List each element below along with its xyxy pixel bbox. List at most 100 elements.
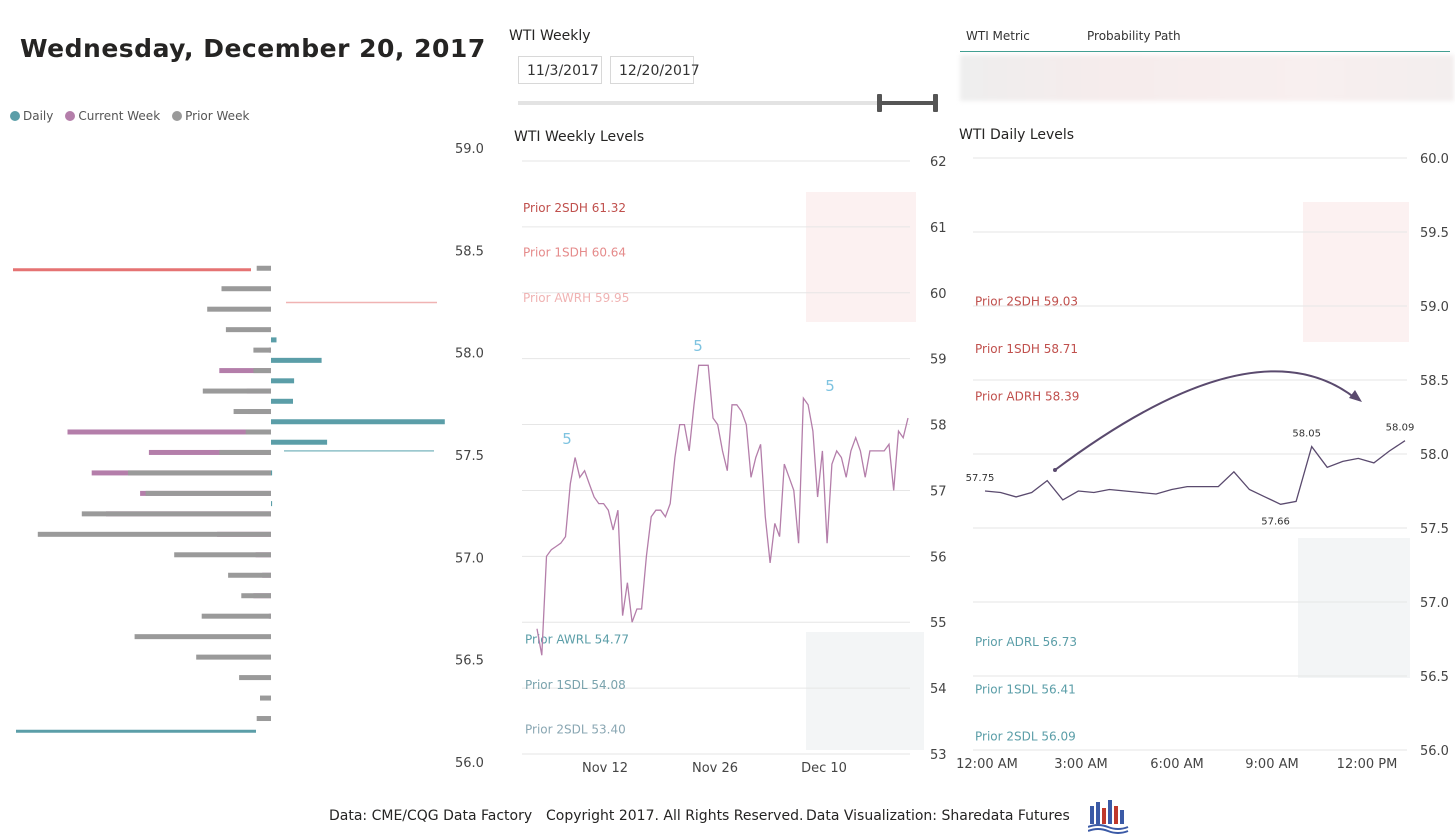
weekly-chart-title: WTI Weekly Levels xyxy=(514,129,645,145)
point-label: 58.05 xyxy=(1292,429,1321,440)
x-tick-label: 6:00 AM xyxy=(1150,757,1203,772)
bar-prior-week xyxy=(221,286,271,292)
y-tick-label: 59.0 xyxy=(1420,300,1449,315)
arrow-start xyxy=(1053,468,1057,472)
bar-current-week xyxy=(219,368,271,374)
y-tick-label: 59.0 xyxy=(455,142,484,157)
legend-label: Daily xyxy=(23,109,54,123)
bar-daily xyxy=(271,378,295,384)
level-label: Prior 1SDL 54.08 xyxy=(525,678,626,692)
bar-prior-week xyxy=(174,552,271,558)
slider-start-handle[interactable] xyxy=(877,94,882,112)
y-tick-label: 59.5 xyxy=(1420,226,1449,241)
bar-prior-week xyxy=(219,449,271,455)
x-tick-label: Nov 12 xyxy=(582,761,628,776)
y-tick-label: 53 xyxy=(930,748,947,763)
level-label: Prior 2SDL 53.40 xyxy=(525,723,626,737)
end-date-input[interactable]: 12/20/2017 xyxy=(610,56,700,84)
x-tick-label: Nov 26 xyxy=(692,761,738,776)
level-label: Prior 2SDL 56.09 xyxy=(975,730,1076,744)
slider-end-handle[interactable] xyxy=(933,94,938,112)
date-range-slider-fill xyxy=(879,101,937,105)
tab-probability-path[interactable]: Probability Path xyxy=(1087,29,1181,43)
legend: Daily Current Week Prior Week xyxy=(10,109,249,123)
probability-path-arrow xyxy=(1054,370,1356,471)
page-title: Wednesday, December 20, 2017 xyxy=(20,34,486,63)
bar-prior-week xyxy=(260,695,271,701)
y-tick-label: 56.0 xyxy=(455,756,484,771)
bar-daily xyxy=(271,470,273,476)
legend-item-current-week[interactable]: Current Week xyxy=(65,109,160,123)
y-tick-label: 54 xyxy=(930,682,947,697)
level-label: Prior ADRL 56.73 xyxy=(975,635,1077,649)
legend-label: Prior Week xyxy=(185,109,250,123)
upper-shade xyxy=(806,192,916,322)
bar-prior-week xyxy=(202,388,271,394)
y-tick-label: 55 xyxy=(930,616,947,631)
tab-wti-metric[interactable]: WTI Metric xyxy=(966,29,1030,43)
y-tick-label: 56.5 xyxy=(1420,670,1449,685)
level-label: Prior 1SDL 56.41 xyxy=(975,682,1076,696)
bar-prior-week xyxy=(37,531,271,537)
y-tick-label: 57.0 xyxy=(1420,596,1449,611)
bar-prior-week xyxy=(207,306,271,312)
y-tick-label: 57.5 xyxy=(1420,522,1449,537)
point-label: 57.75 xyxy=(966,473,995,484)
wave-annotation: 5 xyxy=(693,337,703,355)
daily-chart-title: WTI Daily Levels xyxy=(959,127,1075,143)
y-tick-label: 62 xyxy=(930,155,947,170)
level-label: Prior 1SDH 58.71 xyxy=(975,342,1078,356)
legend-dot xyxy=(172,111,183,121)
y-tick-label: 60 xyxy=(930,287,947,302)
y-tick-label: 58.5 xyxy=(1420,374,1449,389)
sharedata-logo-icon xyxy=(1088,800,1129,834)
point-label: 57.66 xyxy=(1261,516,1290,527)
y-tick-label: 56 xyxy=(930,550,947,565)
bar-daily xyxy=(271,398,293,404)
bar-prior-week xyxy=(81,511,271,517)
y-tick-label: 58 xyxy=(930,419,947,434)
daily-levels-chart: 56.0 56.5 57.0 57.5 58.0 58.5 59.0 59.5 60.0 Prio… xyxy=(956,152,1449,772)
bar-prior-week xyxy=(241,593,271,599)
level-label: Prior AWRH 59.95 xyxy=(523,291,629,305)
legend-item-daily[interactable]: Daily xyxy=(10,109,53,123)
bar-current-week xyxy=(148,449,271,455)
y-tick-label: 60.0 xyxy=(1420,152,1449,167)
legend-item-prior-week[interactable]: Prior Week xyxy=(172,109,249,123)
price-line xyxy=(984,440,1406,505)
wave-annotation: 5 xyxy=(562,430,572,448)
start-date-input[interactable]: 11/3/2017 xyxy=(518,56,602,84)
bar-prior-week xyxy=(145,490,271,496)
date-range-slider-track[interactable] xyxy=(518,101,936,105)
x-tick-label: 12:00 AM xyxy=(956,757,1018,772)
bar-prior-week xyxy=(239,675,271,681)
y-tick-label: 57 xyxy=(930,484,947,499)
y-tick-label: 57.5 xyxy=(455,449,484,464)
y-tick-label: 58.0 xyxy=(455,347,484,362)
y-tick-label: 58.0 xyxy=(1420,448,1449,463)
y-tick-label: 58.5 xyxy=(455,244,484,259)
bar-daily xyxy=(271,439,328,445)
volume-profile-chart: 59.0 58.5 58.0 57.5 57.0 56.5 56.0 xyxy=(13,142,484,771)
y-tick-label: 56.5 xyxy=(455,654,484,669)
bar-daily xyxy=(271,337,277,343)
metric-strip xyxy=(960,55,1454,101)
bar-prior-week xyxy=(245,429,271,435)
wave-annotation: 5 xyxy=(825,377,835,395)
price-line xyxy=(536,364,909,656)
weekly-heading: WTI Weekly xyxy=(509,28,591,44)
bar-prior-week xyxy=(253,347,271,353)
y-tick-label: 61 xyxy=(930,221,947,236)
footer-source: Data: CME/CQG Data Factory xyxy=(329,808,533,824)
level-label: Prior 1SDH 60.64 xyxy=(523,246,626,260)
arrowhead xyxy=(1349,390,1362,402)
bar-prior-week xyxy=(196,654,271,660)
legend-label: Current Week xyxy=(78,109,161,123)
x-tick-label: Dec 10 xyxy=(801,761,847,776)
bar-prior-week xyxy=(201,613,271,619)
x-tick-label: 12:00 PM xyxy=(1337,757,1398,772)
point-label: 58.09 xyxy=(1386,423,1415,434)
legend-dot xyxy=(10,111,20,121)
footer-copyright: Copyright 2017. All Rights Reserved. xyxy=(546,808,804,824)
